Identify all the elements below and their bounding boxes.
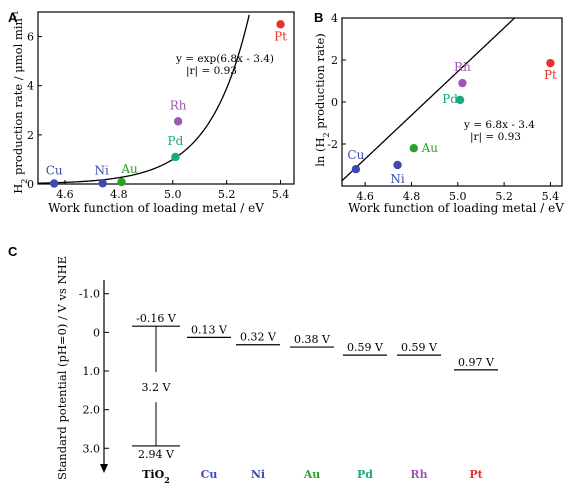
x-tick-label: 5.0 xyxy=(164,188,182,201)
y-tick-label: 4 xyxy=(27,80,34,93)
panel-c-axis: -1.0 0 1.0 2.0 3.0 xyxy=(79,280,109,473)
point-label-pt: Pt xyxy=(544,68,557,82)
tio2-vb-value: 2.94 V xyxy=(138,448,175,461)
point-rh xyxy=(458,79,466,87)
point-label-pt: Pt xyxy=(274,29,287,43)
panel-c-levels: -0.16 V 2.94 V 3.2 V TiO2 0.13 V Cu 0.32 V Ni 0.… xyxy=(132,312,498,484)
point-pd xyxy=(171,153,179,161)
y-tick-label: 3.0 xyxy=(83,442,101,455)
plot-frame xyxy=(38,12,294,184)
level-value-cu: 0.13 V xyxy=(191,323,228,336)
y-tick-label: 1.0 xyxy=(83,365,101,378)
y-tick-label: 6 xyxy=(27,31,34,44)
y-tick-label: 4 xyxy=(331,12,338,25)
point-label-pd: Pd xyxy=(168,134,184,148)
point-label-rh: Rh xyxy=(170,98,187,112)
point-au xyxy=(410,144,418,152)
category-label-pt: Pt xyxy=(469,468,483,481)
point-label-au: Au xyxy=(120,162,138,176)
point-label-pd: Pd xyxy=(442,92,458,106)
point-pt xyxy=(546,59,554,67)
point-cu xyxy=(50,179,58,187)
level-value-pt: 0.97 V xyxy=(458,356,495,369)
panel-a-fit-equation: y = exp(6.8x - 3.4) xyxy=(175,53,274,65)
y-tick-label: 2 xyxy=(27,129,34,142)
point-rh xyxy=(174,117,182,125)
category-label-pd: Pd xyxy=(357,468,373,481)
point-pt xyxy=(276,20,284,28)
point-label-cu: Cu xyxy=(46,164,63,178)
panel-b-x-axis-label: Work function of loading metal / eV xyxy=(348,201,564,215)
panel-c: C -1.0 0 1.0 2.0 3.0 -0.16 V 2.94 V 3.2 V TiO2 0… xyxy=(8,244,498,484)
category-label-ni: Ni xyxy=(251,468,265,481)
category-label-cu: Cu xyxy=(201,468,218,481)
x-tick-label: 4.8 xyxy=(110,188,128,201)
panel-a-x-axis-label: Work function of loading metal / eV xyxy=(48,201,264,215)
y-tick-label: 2.0 xyxy=(83,404,101,417)
band-gap-value: 3.2 V xyxy=(142,381,172,394)
x-tick-label: 5.4 xyxy=(272,188,290,201)
category-label-au: Au xyxy=(303,468,321,481)
panel-a-y-axis-label: H2 production rate / μmol min-1 xyxy=(11,10,29,193)
level-value-rh: 0.59 V xyxy=(401,341,438,354)
point-label-au: Au xyxy=(421,141,439,155)
y-tick-label: 0 xyxy=(331,96,338,109)
axis-arrow-icon xyxy=(100,464,108,473)
panel-label-b: B xyxy=(314,10,323,25)
point-label-ni: Ni xyxy=(390,172,405,186)
point-ni xyxy=(393,161,401,169)
point-ni xyxy=(98,179,106,187)
level-value-ni: 0.32 V xyxy=(240,331,277,344)
panel-b-fit-r: |r| = 0.93 xyxy=(470,131,521,144)
level-value-au: 0.38 V xyxy=(294,333,331,346)
panel-b-fit-equation: y = 6.8x - 3.4 xyxy=(463,119,535,131)
x-tick-label: 4.6 xyxy=(56,188,74,201)
panel-c-y-axis-label: Standard potential (pH=0) / V vs NHE xyxy=(55,256,69,480)
point-au xyxy=(117,178,125,186)
panel-a-fit-curve xyxy=(38,15,249,183)
category-label-tio2: TiO2 xyxy=(142,468,170,484)
panel-a-fit-r: |r| = 0.93 xyxy=(186,65,237,78)
fit-line xyxy=(342,18,515,181)
point-label-rh: Rh xyxy=(454,60,471,74)
panel-b-fit-line xyxy=(342,18,515,181)
x-tick-label: 5.2 xyxy=(218,188,236,201)
category-label-rh: Rh xyxy=(410,468,427,481)
point-label-cu: Cu xyxy=(347,148,364,162)
fit-line xyxy=(38,15,249,183)
panel-label-c: C xyxy=(8,244,18,259)
y-tick-label: 2 xyxy=(331,54,338,67)
point-label-ni: Ni xyxy=(95,163,110,177)
level-value-pd: 0.59 V xyxy=(347,341,384,354)
y-tick-label: 0 xyxy=(93,326,100,339)
y-tick-label: -2 xyxy=(327,138,338,151)
point-cu xyxy=(352,165,360,173)
tio2-cb-value: -0.16 V xyxy=(136,312,177,325)
y-tick-label: -1.0 xyxy=(79,288,100,301)
